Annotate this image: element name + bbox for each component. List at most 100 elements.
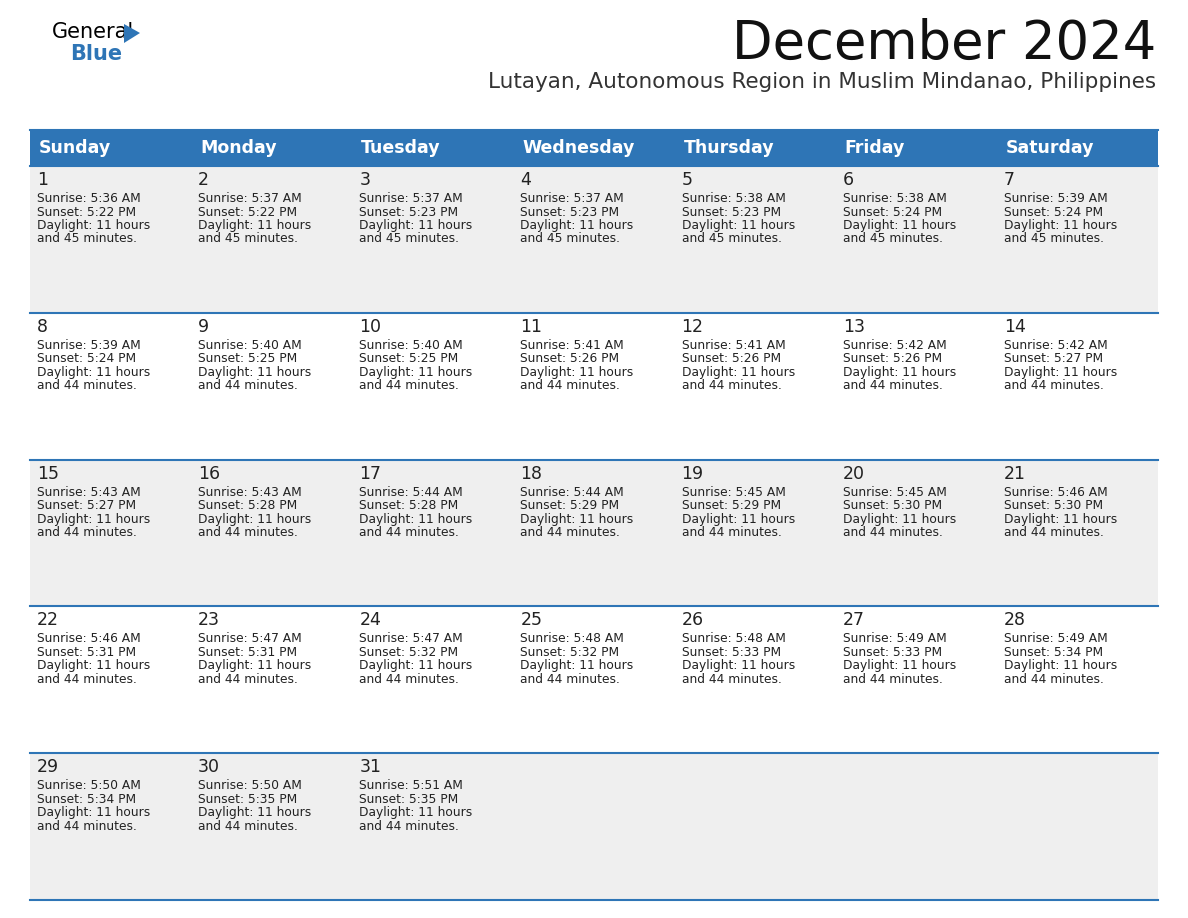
Text: Sunrise: 5:49 AM: Sunrise: 5:49 AM <box>1004 633 1107 645</box>
Text: Sunset: 5:33 PM: Sunset: 5:33 PM <box>682 646 781 659</box>
Text: Sunset: 5:23 PM: Sunset: 5:23 PM <box>359 206 459 218</box>
Text: Daylight: 11 hours: Daylight: 11 hours <box>37 659 150 672</box>
Text: Sunset: 5:26 PM: Sunset: 5:26 PM <box>682 353 781 365</box>
Text: and 44 minutes.: and 44 minutes. <box>842 526 942 539</box>
Text: Sunset: 5:24 PM: Sunset: 5:24 PM <box>37 353 137 365</box>
Text: and 45 minutes.: and 45 minutes. <box>198 232 298 245</box>
Text: General: General <box>52 22 134 42</box>
Text: and 44 minutes.: and 44 minutes. <box>37 673 137 686</box>
Text: Sunset: 5:23 PM: Sunset: 5:23 PM <box>682 206 781 218</box>
Text: Daylight: 11 hours: Daylight: 11 hours <box>359 219 473 232</box>
Text: Daylight: 11 hours: Daylight: 11 hours <box>842 219 956 232</box>
Bar <box>30 753 1158 900</box>
Text: and 44 minutes.: and 44 minutes. <box>682 673 782 686</box>
Bar <box>30 607 1158 753</box>
Text: and 45 minutes.: and 45 minutes. <box>842 232 943 245</box>
Text: 15: 15 <box>37 465 59 483</box>
Text: and 44 minutes.: and 44 minutes. <box>37 820 137 833</box>
Text: Sunset: 5:26 PM: Sunset: 5:26 PM <box>842 353 942 365</box>
Text: Sunrise: 5:40 AM: Sunrise: 5:40 AM <box>198 339 302 352</box>
Text: Sunrise: 5:39 AM: Sunrise: 5:39 AM <box>37 339 140 352</box>
Bar <box>30 166 1158 313</box>
Text: Daylight: 11 hours: Daylight: 11 hours <box>682 219 795 232</box>
Text: and 45 minutes.: and 45 minutes. <box>520 232 620 245</box>
Text: 3: 3 <box>359 171 371 189</box>
Text: 24: 24 <box>359 611 381 630</box>
Text: and 44 minutes.: and 44 minutes. <box>1004 526 1104 539</box>
Text: 10: 10 <box>359 318 381 336</box>
Text: Sunset: 5:22 PM: Sunset: 5:22 PM <box>37 206 137 218</box>
Text: Daylight: 11 hours: Daylight: 11 hours <box>682 512 795 526</box>
Text: Daylight: 11 hours: Daylight: 11 hours <box>198 806 311 819</box>
Text: and 44 minutes.: and 44 minutes. <box>359 526 459 539</box>
Text: 14: 14 <box>1004 318 1025 336</box>
Text: 25: 25 <box>520 611 543 630</box>
Text: Sunset: 5:27 PM: Sunset: 5:27 PM <box>1004 353 1102 365</box>
Text: December 2024: December 2024 <box>732 18 1156 70</box>
Text: and 45 minutes.: and 45 minutes. <box>359 232 460 245</box>
Text: Sunrise: 5:41 AM: Sunrise: 5:41 AM <box>682 339 785 352</box>
Text: 29: 29 <box>37 758 59 777</box>
Text: Sunset: 5:31 PM: Sunset: 5:31 PM <box>37 646 137 659</box>
Text: and 44 minutes.: and 44 minutes. <box>520 526 620 539</box>
Text: 8: 8 <box>37 318 48 336</box>
Text: Sunset: 5:29 PM: Sunset: 5:29 PM <box>520 499 620 512</box>
Text: Daylight: 11 hours: Daylight: 11 hours <box>520 512 633 526</box>
Text: Tuesday: Tuesday <box>361 139 441 157</box>
Text: Sunset: 5:33 PM: Sunset: 5:33 PM <box>842 646 942 659</box>
Text: Sunrise: 5:46 AM: Sunrise: 5:46 AM <box>37 633 140 645</box>
Text: Daylight: 11 hours: Daylight: 11 hours <box>198 512 311 526</box>
Text: 19: 19 <box>682 465 703 483</box>
Text: Daylight: 11 hours: Daylight: 11 hours <box>1004 512 1117 526</box>
Text: and 44 minutes.: and 44 minutes. <box>682 379 782 392</box>
Text: Daylight: 11 hours: Daylight: 11 hours <box>842 512 956 526</box>
Text: Wednesday: Wednesday <box>523 139 634 157</box>
Text: 6: 6 <box>842 171 854 189</box>
Text: and 44 minutes.: and 44 minutes. <box>842 673 942 686</box>
Text: 20: 20 <box>842 465 865 483</box>
Text: Sunrise: 5:45 AM: Sunrise: 5:45 AM <box>842 486 947 498</box>
Text: Daylight: 11 hours: Daylight: 11 hours <box>1004 219 1117 232</box>
Text: Sunrise: 5:42 AM: Sunrise: 5:42 AM <box>842 339 947 352</box>
Text: Daylight: 11 hours: Daylight: 11 hours <box>37 219 150 232</box>
Text: and 44 minutes.: and 44 minutes. <box>198 526 298 539</box>
Text: Daylight: 11 hours: Daylight: 11 hours <box>37 365 150 379</box>
Text: Sunset: 5:30 PM: Sunset: 5:30 PM <box>842 499 942 512</box>
Text: and 44 minutes.: and 44 minutes. <box>1004 379 1104 392</box>
Text: Sunset: 5:30 PM: Sunset: 5:30 PM <box>1004 499 1102 512</box>
Text: Daylight: 11 hours: Daylight: 11 hours <box>842 659 956 672</box>
Text: and 44 minutes.: and 44 minutes. <box>37 526 137 539</box>
Text: and 45 minutes.: and 45 minutes. <box>37 232 137 245</box>
Text: and 44 minutes.: and 44 minutes. <box>359 820 459 833</box>
Text: and 44 minutes.: and 44 minutes. <box>198 820 298 833</box>
Text: Sunrise: 5:48 AM: Sunrise: 5:48 AM <box>520 633 625 645</box>
Text: 21: 21 <box>1004 465 1026 483</box>
Text: Sunrise: 5:37 AM: Sunrise: 5:37 AM <box>198 192 302 205</box>
Text: and 45 minutes.: and 45 minutes. <box>1004 232 1104 245</box>
Text: and 44 minutes.: and 44 minutes. <box>520 673 620 686</box>
Text: 30: 30 <box>198 758 220 777</box>
Text: Sunset: 5:25 PM: Sunset: 5:25 PM <box>359 353 459 365</box>
Text: 5: 5 <box>682 171 693 189</box>
Bar <box>30 460 1158 607</box>
Text: Sunrise: 5:43 AM: Sunrise: 5:43 AM <box>37 486 140 498</box>
Text: Sunrise: 5:45 AM: Sunrise: 5:45 AM <box>682 486 785 498</box>
Text: Sunrise: 5:50 AM: Sunrise: 5:50 AM <box>198 779 302 792</box>
Bar <box>997 130 1158 166</box>
Text: 9: 9 <box>198 318 209 336</box>
Text: Sunset: 5:22 PM: Sunset: 5:22 PM <box>198 206 297 218</box>
Text: Sunset: 5:32 PM: Sunset: 5:32 PM <box>520 646 620 659</box>
Text: and 44 minutes.: and 44 minutes. <box>1004 673 1104 686</box>
Text: Monday: Monday <box>200 139 277 157</box>
Text: Sunrise: 5:47 AM: Sunrise: 5:47 AM <box>198 633 302 645</box>
Text: Daylight: 11 hours: Daylight: 11 hours <box>1004 659 1117 672</box>
Text: 12: 12 <box>682 318 703 336</box>
Text: Sunset: 5:34 PM: Sunset: 5:34 PM <box>1004 646 1102 659</box>
Text: 7: 7 <box>1004 171 1015 189</box>
Text: 17: 17 <box>359 465 381 483</box>
Text: Saturday: Saturday <box>1006 139 1094 157</box>
Bar <box>30 130 191 166</box>
Text: Daylight: 11 hours: Daylight: 11 hours <box>359 512 473 526</box>
Text: 2: 2 <box>198 171 209 189</box>
Text: and 44 minutes.: and 44 minutes. <box>359 379 459 392</box>
